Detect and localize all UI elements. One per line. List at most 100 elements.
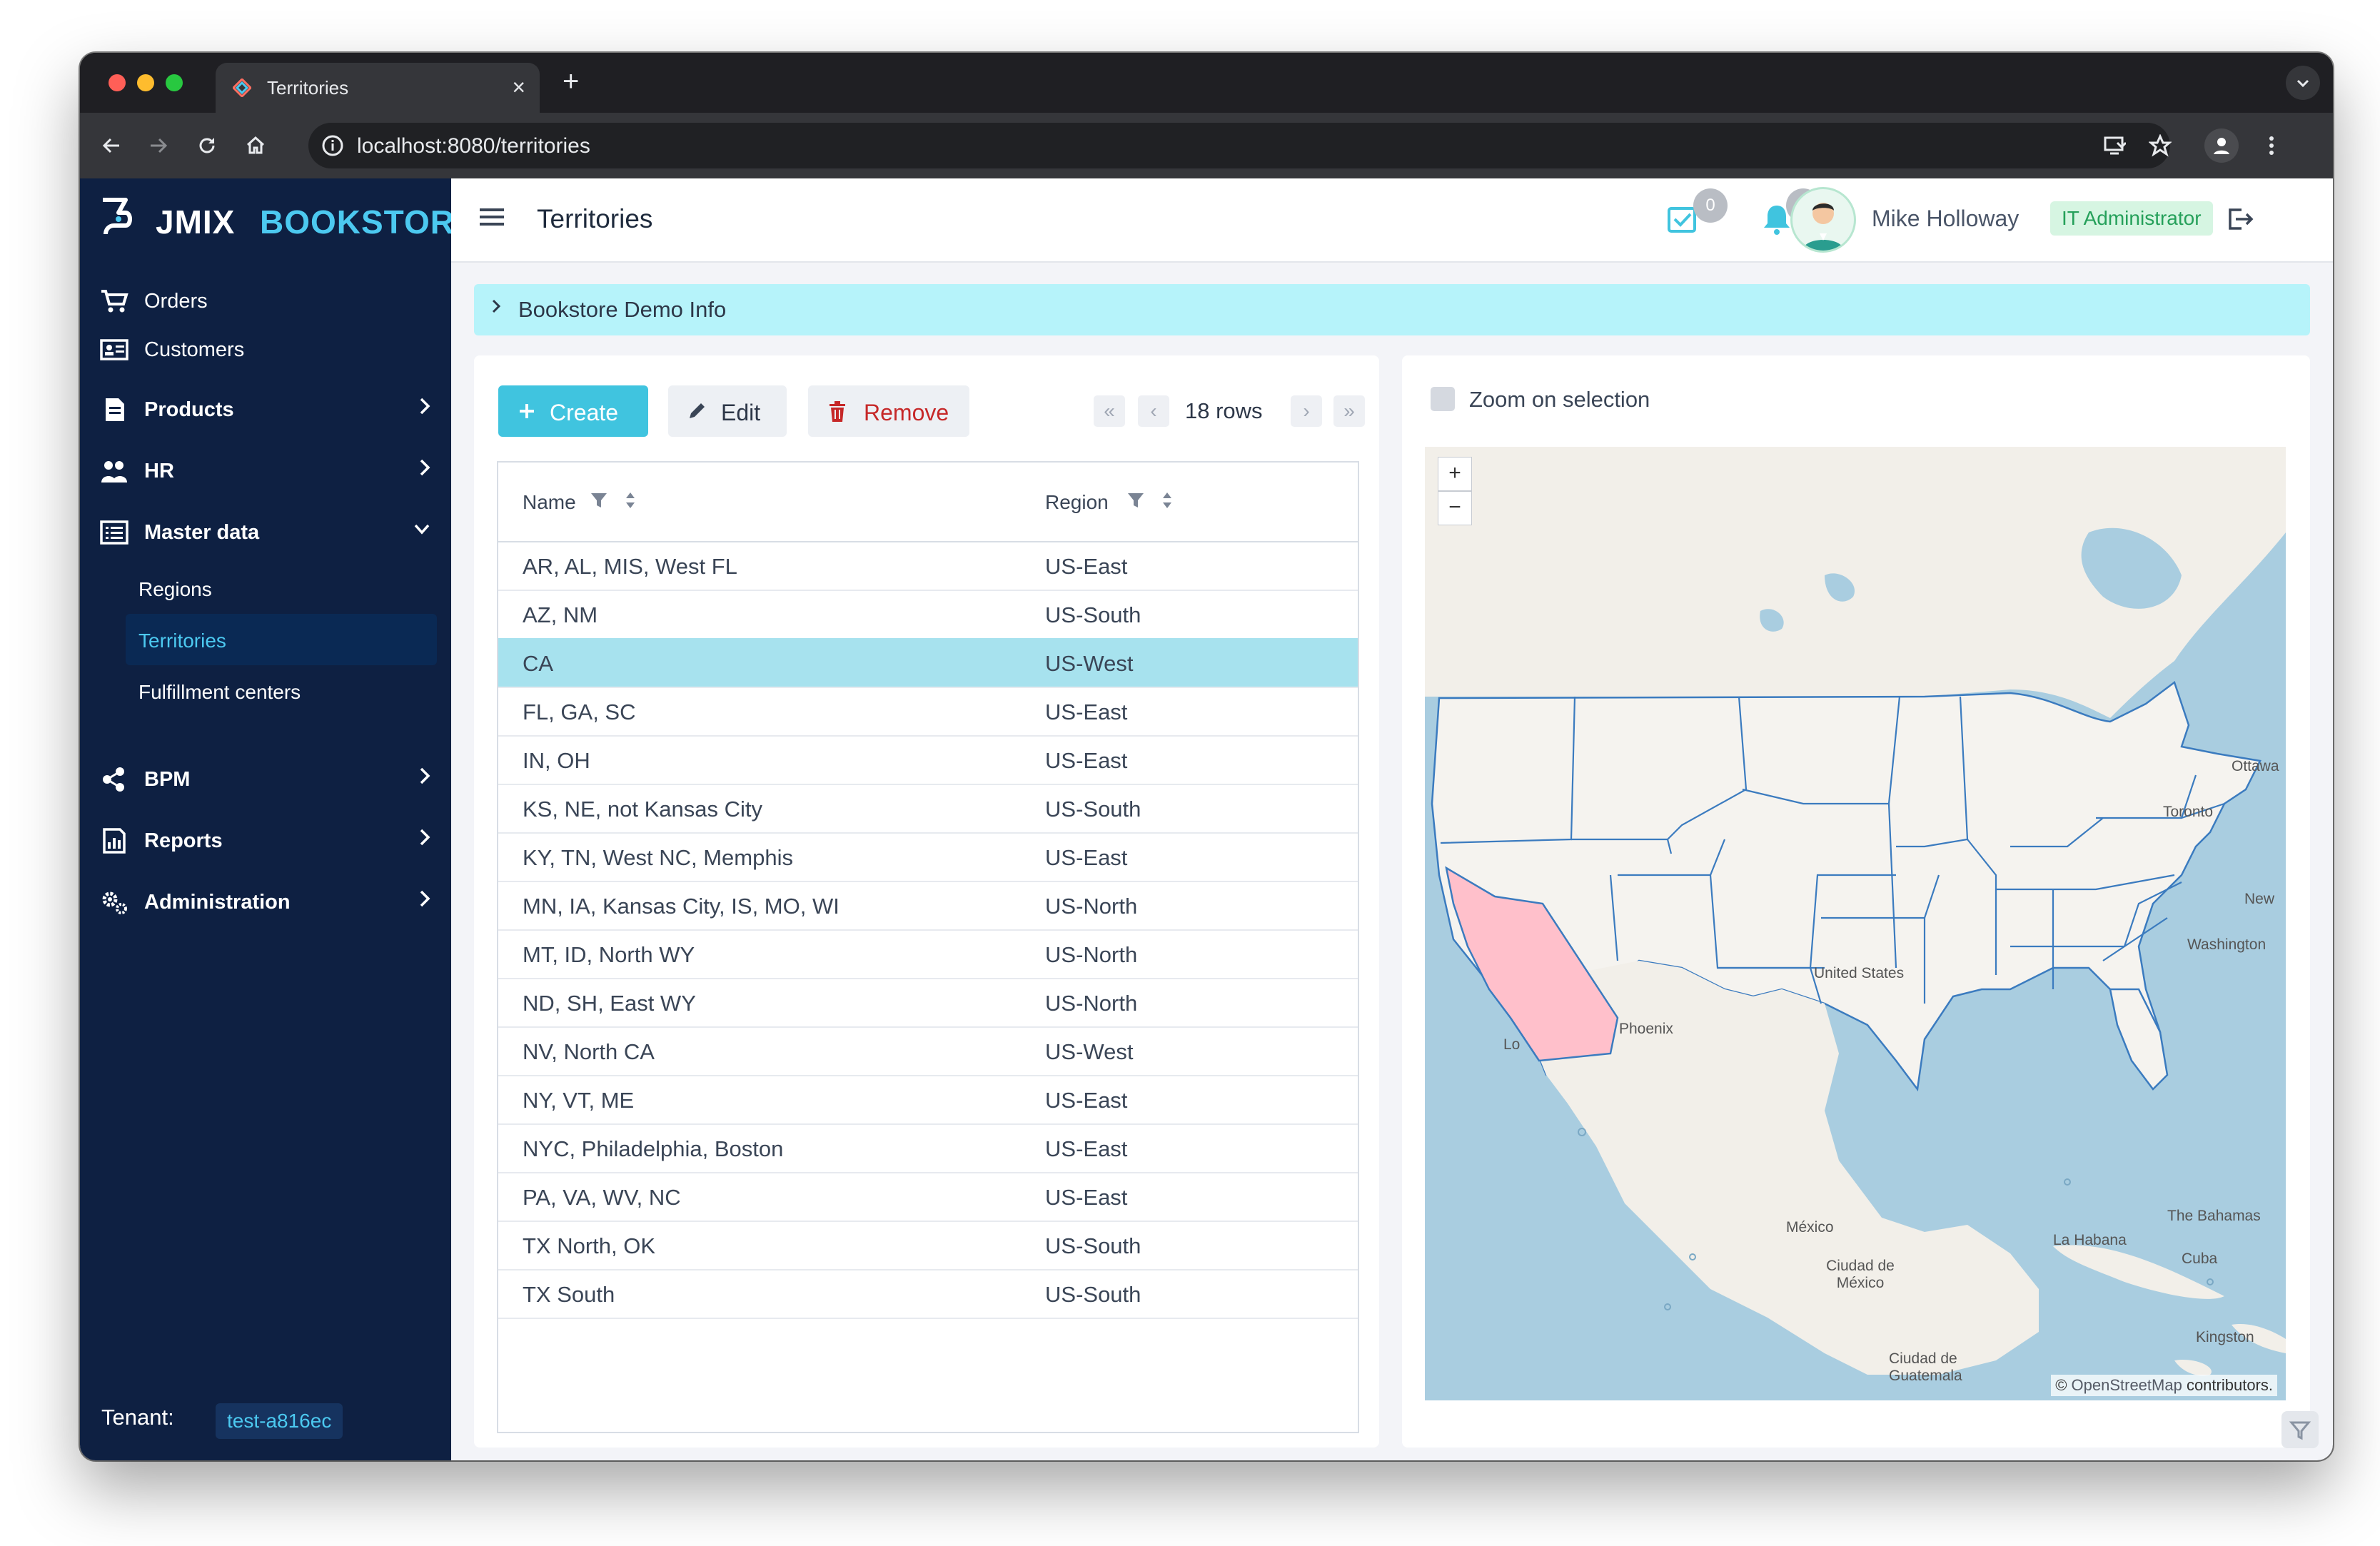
cell-region: US-West <box>1045 651 1134 676</box>
edit-button[interactable]: Edit <box>668 385 787 437</box>
tab-search-button[interactable] <box>2286 66 2320 100</box>
sidebar-item-administration[interactable]: Administration <box>80 876 451 926</box>
sidebar-item-hr[interactable]: HR <box>80 445 451 495</box>
cell-name: AZ, NM <box>523 602 598 627</box>
install-app-icon[interactable] <box>2097 128 2132 163</box>
browser-tab[interactable]: Territories × <box>216 63 540 113</box>
home-icon[interactable] <box>240 130 271 164</box>
close-window-button[interactable] <box>109 74 126 91</box>
cell-region: US-East <box>1045 1185 1128 1210</box>
sidebar-item-label: Orders <box>144 290 208 313</box>
minimize-window-button[interactable] <box>137 74 154 91</box>
zoom-out-button[interactable]: − <box>1438 491 1472 525</box>
address-bar[interactable]: localhost:8080/territories <box>308 123 2170 168</box>
sidebar-item-products[interactable]: Products <box>80 384 451 434</box>
demo-info-toggle[interactable]: Bookstore Demo Info <box>474 284 2310 335</box>
logout-icon[interactable] <box>2224 204 2254 234</box>
reload-icon[interactable] <box>191 130 223 164</box>
sidebar-item-label: Products <box>144 398 234 421</box>
profile-icon[interactable] <box>2204 128 2239 163</box>
zoom-on-selection-label[interactable]: Zoom on selection <box>1469 387 1650 412</box>
gears-icon <box>102 891 127 914</box>
table-row[interactable]: ND, SH, East WY US-North <box>498 978 1358 1028</box>
menu-toggle-icon[interactable] <box>480 207 504 227</box>
sort-icon[interactable] <box>1158 490 1176 511</box>
table-row[interactable]: KY, TN, West NC, Memphis US-East <box>498 832 1358 882</box>
app-root: JMIX BOOKSTORE Orders Customers Produc <box>80 178 2333 1460</box>
map-label: Cuba <box>2182 1251 2218 1267</box>
map-canvas[interactable] <box>1425 447 2286 1400</box>
cell-region: US-South <box>1045 1233 1141 1258</box>
app-logo[interactable]: JMIX BOOKSTORE <box>97 196 477 241</box>
table-row[interactable]: IN, OH US-East <box>498 735 1358 785</box>
last-page-button[interactable]: » <box>1333 395 1365 427</box>
user-name[interactable]: Mike Holloway <box>1872 206 2020 231</box>
users-icon <box>101 461 127 483</box>
forward-icon[interactable] <box>143 130 174 164</box>
territories-list-panel: Create Edit Remove « ‹ 18 rows › » <box>474 355 1379 1448</box>
table-row[interactable]: AR, AL, MIS, West FL US-East <box>498 541 1358 591</box>
bell-icon[interactable] <box>1758 200 1796 238</box>
next-page-button[interactable]: › <box>1291 395 1322 427</box>
cell-name: PA, VA, WV, NC <box>523 1185 681 1210</box>
sidebar-item-regions[interactable]: Regions <box>126 562 437 614</box>
remove-button[interactable]: Remove <box>808 385 969 437</box>
table-row[interactable]: TX North, OK US-South <box>498 1221 1358 1270</box>
map-label: Ciudad de México <box>1826 1258 1895 1291</box>
cell-region: US-South <box>1045 602 1141 627</box>
column-header-name[interactable]: Name <box>523 491 576 513</box>
table-row[interactable]: PA, VA, WV, NC US-East <box>498 1172 1358 1222</box>
sort-icon[interactable] <box>621 490 640 511</box>
table-row[interactable]: NV, North CA US-West <box>498 1026 1358 1076</box>
map-label: Lo <box>1503 1036 1521 1053</box>
column-header-region[interactable]: Region <box>1045 491 1109 513</box>
sidebar-item-bpm[interactable]: BPM <box>80 754 451 804</box>
territory-map[interactable]: + − Ottawa Toronto New Washington United… <box>1425 447 2286 1400</box>
sidebar-item-label: HR <box>144 460 174 483</box>
back-icon[interactable] <box>96 130 127 164</box>
report-icon <box>103 828 126 854</box>
sidebar-item-label: Master data <box>144 521 260 544</box>
table-row[interactable]: FL, GA, SC US-East <box>498 687 1358 737</box>
openstreetmap-link[interactable]: OpenStreetMap <box>2071 1376 2182 1394</box>
tasks-icon[interactable] <box>1665 200 1703 238</box>
create-button[interactable]: Create <box>498 385 648 437</box>
first-page-button[interactable]: « <box>1094 395 1125 427</box>
info-icon[interactable] <box>318 131 347 160</box>
trash-icon <box>830 401 845 422</box>
sidebar-item-reports[interactable]: Reports <box>80 815 451 865</box>
zoom-in-button[interactable]: + <box>1438 457 1472 491</box>
previous-page-button[interactable]: ‹ <box>1138 395 1169 427</box>
map-label: The Bahamas <box>2167 1208 2261 1224</box>
tab-strip: Territories × + <box>80 53 2333 113</box>
zoom-on-selection-checkbox[interactable] <box>1431 387 1455 411</box>
cell-name: IN, OH <box>523 748 590 773</box>
bookmark-star-icon[interactable] <box>2143 128 2177 163</box>
avatar[interactable] <box>1790 187 1856 253</box>
tab-close-icon[interactable]: × <box>512 74 525 100</box>
table-row[interactable]: MT, ID, North WY US-North <box>498 929 1358 979</box>
table-row[interactable]: CA US-West <box>498 638 1358 688</box>
sidebar-item-master-data[interactable]: Master data <box>80 507 451 557</box>
scroll-to-top-button[interactable] <box>2281 1411 2319 1448</box>
california-territory-shape[interactable] <box>1445 866 1619 1062</box>
new-tab-button[interactable]: + <box>563 66 580 97</box>
maximize-window-button[interactable] <box>166 74 183 91</box>
table-row[interactable]: NYC, Philadelphia, Boston US-East <box>498 1123 1358 1173</box>
rows-count[interactable]: 18 rows <box>1185 398 1263 423</box>
sidebar-item-orders[interactable]: Orders <box>80 276 451 325</box>
sidebar-item-fulfillment-centers[interactable]: Fulfillment centers <box>126 665 437 717</box>
table-row[interactable]: TX South US-South <box>498 1269 1358 1319</box>
table-row[interactable]: MN, IA, Kansas City, IS, MO, WI US-North <box>498 881 1358 931</box>
filter-icon[interactable] <box>590 490 608 511</box>
sidebar-item-customers[interactable]: Customers <box>80 324 451 374</box>
filter-icon[interactable] <box>1126 490 1145 511</box>
cell-region: US-East <box>1045 699 1128 724</box>
cell-name: CA <box>523 651 554 676</box>
cell-name: TX North, OK <box>523 1233 656 1258</box>
table-row[interactable]: KS, NE, not Kansas City US-South <box>498 784 1358 834</box>
sidebar-item-territories[interactable]: Territories <box>126 614 437 665</box>
table-row[interactable]: NY, VT, ME US-East <box>498 1075 1358 1125</box>
browser-menu-icon[interactable] <box>2254 128 2289 163</box>
table-row[interactable]: AZ, NM US-South <box>498 590 1358 640</box>
